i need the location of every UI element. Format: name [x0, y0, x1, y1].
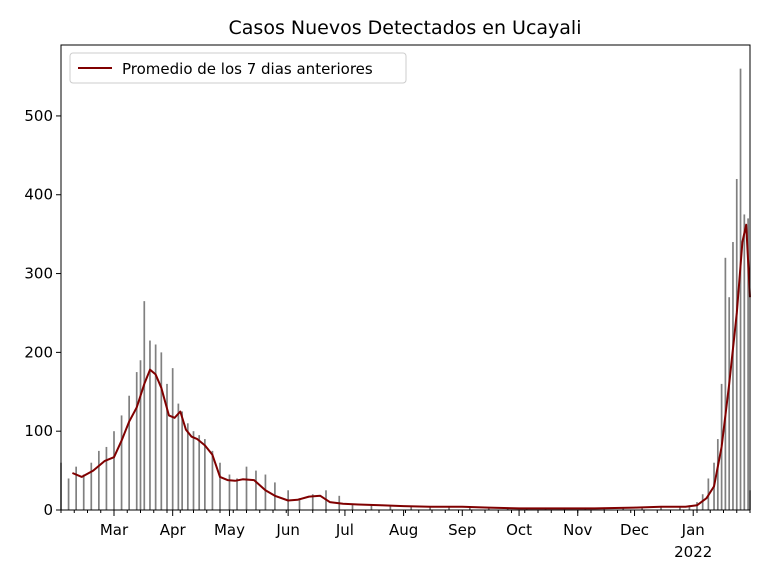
- bar: [105, 446, 108, 510]
- average-line-series: [72, 223, 751, 510]
- bar: [90, 462, 93, 510]
- bar: [128, 395, 130, 510]
- plot-area-frame: [60, 44, 751, 511]
- bar: [204, 439, 206, 510]
- bar: [236, 478, 238, 510]
- x-tick-label: Apr: [160, 521, 187, 539]
- x-tick-label: May: [214, 521, 245, 539]
- x-tick-label: Aug: [389, 521, 418, 539]
- bar: [198, 435, 201, 510]
- bar: [264, 474, 267, 510]
- x-tick-year-label: 2022: [674, 543, 712, 561]
- bar: [186, 423, 189, 510]
- bar: [67, 478, 70, 510]
- x-tick-label: Oct: [506, 521, 532, 539]
- bar-series: [60, 68, 751, 511]
- bar: [351, 503, 354, 510]
- x-axis: Mar Apr May Jun Jul Aug Sep Oct Nov Dec Jan 2022: [60, 510, 751, 561]
- bar: [724, 257, 727, 510]
- bar: [219, 462, 221, 510]
- bar: [166, 383, 168, 510]
- y-tick-label: 0: [43, 501, 53, 519]
- bar: [171, 368, 174, 510]
- bar: [135, 372, 138, 510]
- bar: [735, 178, 738, 511]
- bar: [370, 505, 373, 510]
- y-tick-label: 500: [24, 107, 53, 125]
- x-tick-label: Mar: [100, 521, 129, 539]
- bar: [160, 352, 163, 510]
- x-tick-label: Sep: [448, 521, 476, 539]
- bar: [410, 506, 413, 510]
- bar: [679, 506, 681, 510]
- bar: [82, 474, 85, 510]
- legend-label: Promedio de los 7 dias anteriores: [122, 60, 373, 78]
- bar: [139, 360, 142, 510]
- bar: [448, 506, 450, 510]
- bar: [211, 450, 214, 510]
- bar: [688, 505, 691, 510]
- bar: [469, 506, 471, 510]
- bar: [739, 68, 742, 510]
- x-tick-label: Nov: [563, 521, 592, 539]
- average-line: [72, 223, 751, 510]
- legend-box: [69, 52, 407, 84]
- bar: [255, 470, 257, 510]
- y-tick-label: 300: [24, 265, 53, 283]
- bar: [311, 494, 314, 510]
- bar: [732, 242, 734, 510]
- bar: [603, 508, 606, 510]
- bar: [641, 507, 643, 510]
- y-tick-label: 400: [24, 186, 53, 204]
- bar: [113, 431, 115, 510]
- bar: [389, 506, 392, 510]
- bar: [429, 506, 431, 510]
- bar: [660, 506, 662, 510]
- bar: [181, 411, 183, 510]
- bar: [487, 507, 490, 510]
- y-axis: 0 100 200 300 400 500: [24, 107, 61, 519]
- bar: [177, 403, 180, 510]
- bar: [716, 439, 719, 510]
- bar: [143, 301, 146, 510]
- bar: [728, 297, 731, 510]
- bar: [75, 466, 77, 510]
- x-tick-label: Jul: [335, 521, 354, 539]
- bar: [149, 340, 151, 510]
- bar: [98, 450, 100, 510]
- chart-title: Casos Nuevos Detectados en Ucayali: [229, 17, 582, 39]
- bar: [154, 344, 157, 510]
- y-tick-label: 100: [24, 422, 53, 440]
- bar: [298, 498, 301, 510]
- y-tick-label: 200: [24, 343, 53, 361]
- bar: [747, 218, 749, 510]
- x-tick-label: Jan: [681, 521, 705, 539]
- bar: [622, 508, 625, 510]
- bar: [228, 474, 231, 510]
- x-tick-label: Dec: [620, 521, 649, 539]
- legend: Promedio de los 7 dias anteriores: [69, 52, 407, 84]
- x-tick-label: Jun: [275, 521, 299, 539]
- bar: [743, 214, 746, 510]
- bar: [192, 431, 195, 510]
- bar: [120, 415, 123, 510]
- bar: [245, 466, 248, 510]
